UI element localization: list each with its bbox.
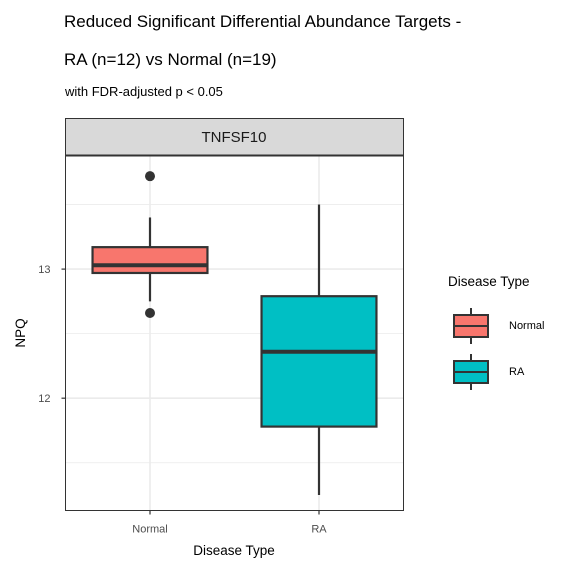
- x-tick-label: Normal: [132, 524, 167, 536]
- box-normal: [91, 171, 209, 318]
- chart-title-line2: RA (n=12) vs Normal (n=19): [64, 50, 277, 69]
- boxes: [91, 171, 378, 496]
- facet-strip: TNFSF10: [65, 118, 404, 156]
- legend-title: Disease Type: [448, 274, 530, 289]
- outlier-point: [145, 171, 155, 182]
- legend-label-ra: RA: [509, 366, 525, 378]
- box-body: [91, 246, 209, 275]
- chart-title-line1: Reduced Significant Differential Abundan…: [64, 12, 461, 31]
- legend-key-ra: [453, 354, 489, 390]
- x-axis-title: Disease Type: [193, 543, 275, 558]
- axes: 12 13 Normal RA: [38, 264, 327, 535]
- y-tick-label: 12: [38, 393, 50, 405]
- facet-label: TNFSF10: [201, 129, 266, 146]
- legend-key-normal: [453, 308, 489, 344]
- chart-subtitle: with FDR-adjusted p < 0.05: [64, 84, 223, 99]
- legend-label-normal: Normal: [509, 320, 544, 332]
- y-tick-label: 13: [38, 264, 50, 276]
- legend: Disease Type Normal RA: [448, 274, 544, 390]
- facet-strip-background: [65, 118, 404, 156]
- x-tick-label: RA: [311, 524, 327, 536]
- box-ra: [260, 204, 378, 496]
- box-body: [260, 295, 378, 428]
- y-axis-title: NPQ: [13, 318, 28, 347]
- outlier-point: [145, 307, 155, 318]
- legend-keys: [453, 308, 489, 390]
- panel: [65, 154, 404, 511]
